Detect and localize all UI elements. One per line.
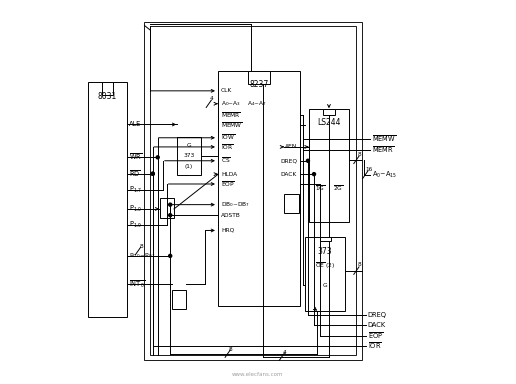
Text: DB$_0$~DB$_7$: DB$_0$~DB$_7$	[221, 200, 250, 209]
Text: A$_0$~A$_{15}$: A$_0$~A$_{15}$	[372, 170, 397, 180]
Text: G: G	[187, 143, 191, 148]
Text: 16: 16	[366, 167, 373, 172]
Circle shape	[151, 172, 154, 175]
Text: $\overline{\rm MEMW}$: $\overline{\rm MEMW}$	[221, 120, 243, 129]
Circle shape	[151, 172, 154, 175]
Circle shape	[169, 254, 172, 257]
Text: 8237: 8237	[249, 80, 268, 89]
Text: $\overline{\rm WR}$: $\overline{\rm WR}$	[130, 152, 142, 162]
Bar	[176, 137, 201, 175]
Text: DACK: DACK	[281, 172, 297, 177]
Text: P$_{1.7}$: P$_{1.7}$	[130, 185, 142, 195]
Text: $\overline{\rm IOR}$: $\overline{\rm IOR}$	[221, 142, 233, 152]
Text: 4: 4	[283, 349, 286, 354]
Text: 373: 373	[318, 247, 332, 256]
Bar	[172, 290, 186, 310]
Text: ALE: ALE	[130, 121, 141, 127]
Text: 8: 8	[229, 346, 232, 352]
Bar	[284, 194, 299, 213]
Text: HLDA: HLDA	[221, 172, 237, 177]
Text: $\overline{\rm MEMR}$: $\overline{\rm MEMR}$	[372, 145, 394, 156]
Text: $\overline{\rm EOP}$: $\overline{\rm EOP}$	[221, 179, 235, 189]
Text: $\overline{\rm INT_0}$: $\overline{\rm INT_0}$	[130, 278, 146, 290]
Bar	[144, 22, 362, 361]
Text: CLK: CLK	[221, 88, 232, 93]
Text: $\overline{\rm EOP}$: $\overline{\rm EOP}$	[368, 331, 383, 341]
Text: $\overline{\rm MEMR}$: $\overline{\rm MEMR}$	[221, 111, 241, 120]
Text: P$_{0.0}$~P$_{0.7}$: P$_{0.0}$~P$_{0.7}$	[130, 252, 156, 260]
Text: 8031: 8031	[98, 92, 117, 101]
Polygon shape	[248, 71, 270, 84]
Text: $\overline{\rm RD}$: $\overline{\rm RD}$	[130, 169, 141, 179]
Text: 8: 8	[139, 244, 143, 249]
Polygon shape	[102, 82, 113, 95]
Text: $\overline{\rm 1G}$: $\overline{\rm 1G}$	[315, 184, 326, 193]
Text: DREQ: DREQ	[368, 312, 387, 318]
Circle shape	[156, 156, 159, 159]
Text: DREQ: DREQ	[280, 158, 297, 163]
Text: $\overline{\rm 2G}$: $\overline{\rm 2G}$	[332, 184, 343, 193]
Polygon shape	[319, 237, 331, 242]
Text: $\overline{\rm CS}$: $\overline{\rm CS}$	[221, 156, 231, 166]
Bar	[159, 198, 174, 218]
Text: 8: 8	[357, 152, 361, 157]
Text: www.elecfans.com: www.elecfans.com	[232, 372, 284, 377]
Circle shape	[307, 159, 310, 162]
Text: P$_{1.9}$: P$_{1.9}$	[130, 220, 142, 230]
Polygon shape	[324, 109, 334, 115]
Text: HRQ: HRQ	[221, 228, 234, 233]
Text: $\overline{\rm OE}$ (2): $\overline{\rm OE}$ (2)	[315, 260, 335, 271]
Bar	[150, 26, 357, 356]
Text: $\overline{\rm IOR}$: $\overline{\rm IOR}$	[368, 341, 381, 351]
Text: 373: 373	[183, 153, 195, 158]
Circle shape	[169, 203, 172, 206]
Text: P$_{1.0}$: P$_{1.0}$	[130, 204, 142, 214]
Text: A$_0$~A$_3$    A$_4$~A$_7$: A$_0$~A$_3$ A$_4$~A$_7$	[221, 99, 267, 108]
Text: $\overline{\rm MEMW}$: $\overline{\rm MEMW}$	[372, 134, 396, 144]
Circle shape	[169, 214, 172, 217]
Text: G: G	[323, 283, 328, 288]
Text: ADSTB: ADSTB	[221, 213, 240, 218]
Text: DACK: DACK	[368, 322, 386, 328]
Text: 4: 4	[209, 96, 213, 101]
Text: 8: 8	[357, 262, 361, 267]
Text: $\overline{\rm IOW}$: $\overline{\rm IOW}$	[221, 133, 235, 142]
Text: LS244: LS244	[317, 118, 341, 127]
Circle shape	[313, 173, 315, 175]
Text: (1): (1)	[185, 164, 193, 169]
Text: AEN: AEN	[285, 144, 297, 149]
